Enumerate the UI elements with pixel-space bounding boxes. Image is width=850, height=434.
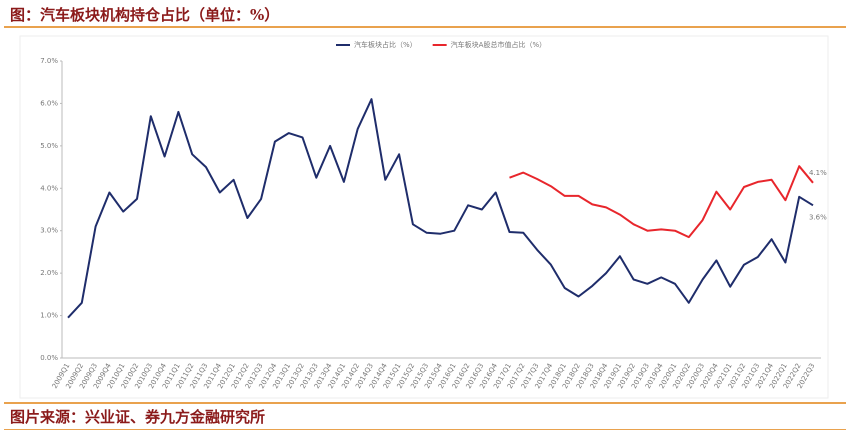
line bbox=[67, 98, 814, 319]
y-tick-label: 7.0% bbox=[40, 57, 58, 65]
legend-label: 汽车板块A股总市值占比（%） bbox=[451, 40, 546, 49]
y-tick-label: 2.0% bbox=[40, 269, 58, 277]
source: 图片来源：兴业证、券九方金融研究所 bbox=[4, 402, 846, 430]
y-tick-label: 0.0% bbox=[40, 354, 58, 362]
y-tick-label: 4.0% bbox=[40, 184, 58, 192]
legend-label: 汽车板块占比（%） bbox=[354, 40, 417, 49]
line bbox=[509, 165, 814, 239]
title: 图：汽车板块机构持仓占比（单位：%） bbox=[4, 2, 846, 28]
y-tick-label: 5.0% bbox=[40, 142, 58, 150]
value-label: 4.1% bbox=[809, 169, 827, 177]
y-tick-label: 3.0% bbox=[40, 227, 58, 235]
value-label: 3.6% bbox=[809, 213, 827, 221]
y-tick-label: 1.0% bbox=[40, 312, 58, 320]
y-tick-label: 6.0% bbox=[40, 99, 58, 107]
chart-frame bbox=[19, 35, 829, 399]
chart: 0.0%1.0%2.0%3.0%4.0%5.0%6.0%7.0%2009Q120… bbox=[19, 35, 829, 399]
